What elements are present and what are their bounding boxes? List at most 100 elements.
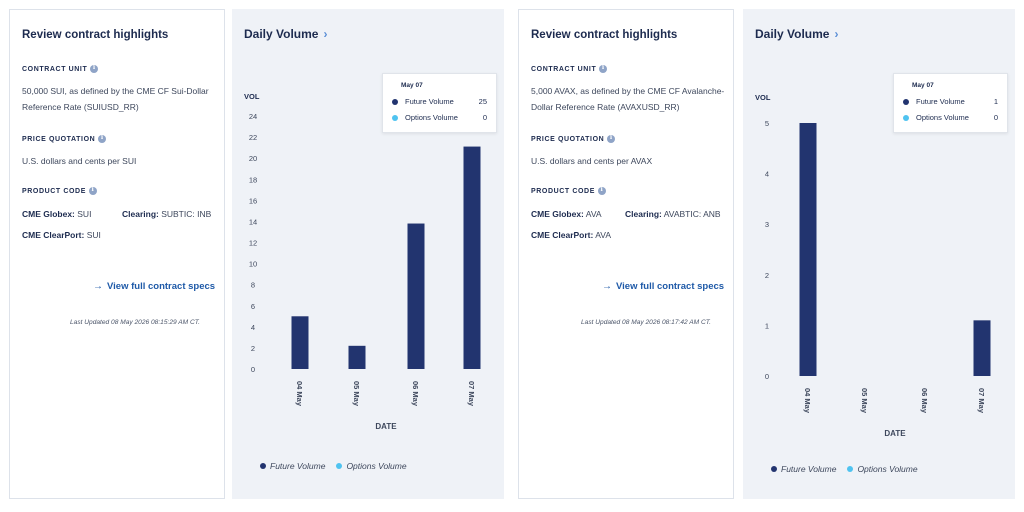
tooltip-options-value: 0 <box>993 113 998 122</box>
y-tick-label: 24 <box>249 112 257 121</box>
clearport-value: AVA <box>593 230 611 240</box>
y-tick-label: 20 <box>249 154 257 163</box>
y-tick-label: 4 <box>765 170 769 179</box>
legend-options-label: Options Volume <box>346 461 407 471</box>
y-tick-label: 12 <box>249 239 257 248</box>
daily-volume-panel-avax: Daily Volume › VOL 0 1 2 3 4 5 04 May 05 May 06 M… <box>743 9 1015 499</box>
x-axis-label: DATE <box>884 429 906 438</box>
price-quotation-label: PRICE QUOTATION <box>22 134 107 143</box>
panel-title: Review contract highlights <box>531 29 678 41</box>
view-link-text: View full contract specs <box>107 281 216 292</box>
clearing-label: Clearing: <box>122 209 159 219</box>
clearing-code: Clearing: AVABTIC: ANB <box>625 209 721 219</box>
daily-volume-panel-sui: Daily Volume › VOL 0 2 4 6 8 10 12 14 16 18 20 22 24 0… <box>232 9 504 499</box>
price-quotation-label: PRICE QUOTATION <box>531 134 616 143</box>
tooltip-future-value: 1 <box>993 97 998 106</box>
future-dot-icon <box>903 99 909 106</box>
future-volume-bar[interactable] <box>407 223 425 369</box>
contract-highlights-panel-avax: Review contract highlights CONTRACT UNIT… <box>518 9 734 499</box>
legend-options[interactable]: Options Volume <box>336 461 407 471</box>
clearing-label: Clearing: <box>625 209 662 219</box>
info-icon[interactable] <box>88 186 97 195</box>
daily-volume-title-link[interactable]: Daily Volume › <box>755 27 838 41</box>
future-volume-bar[interactable] <box>348 345 366 369</box>
x-axis-label: DATE <box>375 422 397 431</box>
legend-future[interactable]: Future Volume <box>260 461 325 471</box>
contract-unit-text: 5,000 AVAX, as defined by the CME CF Ava… <box>531 86 725 112</box>
view-contract-specs-link[interactable]: → View full contract specs <box>93 281 215 292</box>
view-contract-specs-link[interactable]: → View full contract specs <box>602 281 724 292</box>
legend-future-label: Future Volume <box>270 461 326 471</box>
arrow-right-icon: → <box>602 281 612 292</box>
y-tick-label: 1 <box>765 321 769 330</box>
y-tick-label: 4 <box>251 323 255 332</box>
options-dot-icon <box>903 115 909 122</box>
clearport-label: CME ClearPort: <box>22 230 85 240</box>
tooltip-future-row: Future Volume <box>392 97 454 106</box>
tooltip-options-label: Options Volume <box>916 113 969 122</box>
info-icon[interactable] <box>597 186 606 195</box>
y-tick-label: 3 <box>765 220 769 229</box>
last-updated: Last Updated 08 May 2026 08:17:42 AM CT. <box>581 319 712 326</box>
info-icon[interactable] <box>607 134 616 143</box>
clearport-code: CME ClearPort: SUI <box>22 230 101 240</box>
x-tick-label: 04 May <box>803 388 812 414</box>
chevron-right-icon: › <box>834 27 839 41</box>
clearport-label: CME ClearPort: <box>531 230 594 240</box>
tooltip-future-label: Future Volume <box>405 97 454 106</box>
globex-label: CME Globex: <box>531 209 584 219</box>
price-quotation-label-text: PRICE QUOTATION <box>531 135 605 143</box>
info-icon[interactable] <box>98 134 107 143</box>
future-volume-bar[interactable] <box>973 320 991 376</box>
view-link-text: View full contract specs <box>616 281 725 292</box>
future-dot-icon <box>392 99 398 106</box>
product-code-label-text: PRODUCT CODE <box>22 187 86 195</box>
x-tick-label: 06 May <box>920 388 929 414</box>
chart-legend: Future Volume Options Volume <box>260 461 418 471</box>
tooltip-date: May 07 <box>912 82 934 89</box>
future-volume-bar[interactable] <box>463 146 481 369</box>
y-axis-label: VOL <box>755 93 771 102</box>
x-tick-label: 07 May <box>977 388 986 414</box>
clearport-value: SUI <box>84 230 101 240</box>
y-tick-label: 2 <box>765 271 769 280</box>
legend-options[interactable]: Options Volume <box>847 464 918 474</box>
price-quotation-text: U.S. dollars and cents per SUI <box>22 156 137 166</box>
contract-unit-label: CONTRACT UNIT <box>22 64 99 73</box>
panel-title: Review contract highlights <box>22 29 169 41</box>
price-quotation-label-text: PRICE QUOTATION <box>22 135 96 143</box>
future-volume-bar[interactable] <box>799 123 817 376</box>
globex-code: CME Globex: SUI <box>22 209 91 219</box>
product-code-label-text: PRODUCT CODE <box>531 187 595 195</box>
globex-value: AVA <box>583 209 602 219</box>
x-tick-label: 05 May <box>860 388 869 414</box>
y-tick-label: 6 <box>251 302 255 311</box>
y-tick-label: 0 <box>251 365 255 374</box>
daily-volume-chart: VOL 0 1 2 3 4 5 04 May 05 May 06 May 07 May DATE <box>755 93 991 438</box>
options-dot-icon <box>847 466 854 472</box>
info-icon[interactable] <box>599 64 608 73</box>
legend-options-label: Options Volume <box>857 464 918 474</box>
legend-future[interactable]: Future Volume <box>771 464 836 474</box>
tooltip-options-label: Options Volume <box>405 113 458 122</box>
tooltip-options-row: Options Volume <box>903 113 969 122</box>
x-tick-label: 04 May <box>295 381 304 407</box>
chart-tooltip: May 07 Future Volume 1 Options Volume 0 <box>893 73 1008 133</box>
daily-volume-title-link[interactable]: Daily Volume › <box>244 27 327 41</box>
tooltip-date: May 07 <box>401 82 423 89</box>
future-volume-bar[interactable] <box>291 316 309 369</box>
clearing-value: SUBTIC: INB <box>158 209 212 219</box>
tooltip-future-label: Future Volume <box>916 97 965 106</box>
chevron-right-icon: › <box>323 27 328 41</box>
globex-label: CME Globex: <box>22 209 75 219</box>
info-icon[interactable] <box>90 64 99 73</box>
contract-unit-label-text: CONTRACT UNIT <box>22 65 88 73</box>
y-tick-label: 18 <box>249 175 257 184</box>
chart-legend: Future Volume Options Volume <box>771 464 929 474</box>
tooltip-future-value: 25 <box>478 97 487 106</box>
x-tick-label: 05 May <box>352 381 361 407</box>
globex-value: SUI <box>74 209 92 219</box>
y-tick-label: 10 <box>249 260 257 269</box>
y-axis-label: VOL <box>244 92 260 101</box>
